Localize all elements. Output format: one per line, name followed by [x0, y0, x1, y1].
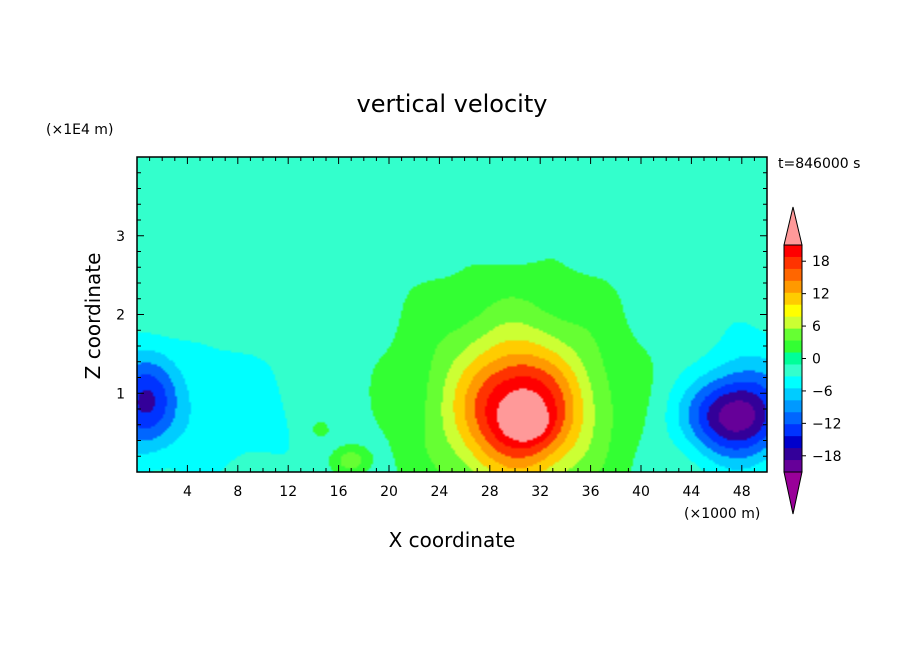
x-axis-label: X coordinate [389, 528, 516, 552]
colorbar-swatch [784, 256, 802, 270]
colorbar-swatch [784, 412, 802, 425]
colorbar-swatch [784, 352, 802, 365]
colorbar-swatch [784, 460, 802, 473]
time-label: t=846000 s [778, 156, 860, 172]
y-tick-label: 1 [116, 386, 125, 402]
colorbar-swatch [784, 376, 802, 389]
colorbar-swatch [784, 304, 802, 318]
x-unit-label: (×1000 m) [684, 506, 760, 522]
colorbar-under-triangle [783, 471, 803, 515]
colorbar-swatch [784, 280, 802, 294]
x-tick-label: 28 [481, 484, 499, 500]
contour-field [137, 157, 767, 472]
colorbar-swatch [784, 268, 802, 282]
x-tick-label: 12 [279, 484, 297, 500]
x-tick-label: 4 [183, 484, 192, 500]
colorbar-tick-label: 18 [812, 254, 830, 270]
colorbar-swatch [784, 400, 802, 413]
x-tick-label: 24 [430, 484, 448, 500]
colorbar-swatch [784, 436, 802, 449]
colorbar-tick-label: 12 [812, 287, 830, 303]
colorbar-swatch [784, 448, 802, 461]
colorbar-tick-label: 0 [812, 352, 821, 368]
colorbar-swatch [784, 328, 802, 342]
x-tick-label: 48 [733, 484, 751, 500]
colorbar-swatch [784, 424, 802, 437]
colorbar-swatch [784, 292, 802, 306]
colorbar-swatch [784, 364, 802, 377]
colorbar: 18 12 6 0 −6 −12 −18 [783, 206, 842, 515]
x-tick-label: 32 [531, 484, 549, 500]
colorbar-swatch [784, 340, 802, 354]
x-axis-ticks: 4 8 12 16 20 24 28 32 36 40 44 48 [149, 157, 755, 500]
y-axis-label: Z coordinate [81, 253, 105, 380]
colorbar-swatch [784, 316, 802, 330]
colorbar-swatch [784, 388, 802, 401]
colorbar-tick-label: −6 [812, 384, 833, 400]
colorbar-swatch [784, 245, 802, 258]
colorbar-tick-label: −12 [812, 416, 842, 432]
chart-title: vertical velocity [357, 90, 548, 118]
colorbar-tick-label: 6 [812, 319, 821, 335]
x-tick-label: 36 [582, 484, 600, 500]
y-tick-label: 3 [116, 229, 125, 245]
x-tick-label: 16 [330, 484, 348, 500]
y-axis-ticks: 1 2 3 [116, 172, 767, 457]
y-tick-label: 2 [116, 308, 125, 324]
y-unit-label: (×1E4 m) [46, 122, 113, 138]
x-tick-label: 40 [632, 484, 650, 500]
x-tick-label: 20 [380, 484, 398, 500]
colorbar-over-triangle [783, 206, 803, 246]
x-tick-label: 8 [233, 484, 242, 500]
x-tick-label: 44 [682, 484, 700, 500]
colorbar-tick-label: −18 [812, 449, 842, 465]
